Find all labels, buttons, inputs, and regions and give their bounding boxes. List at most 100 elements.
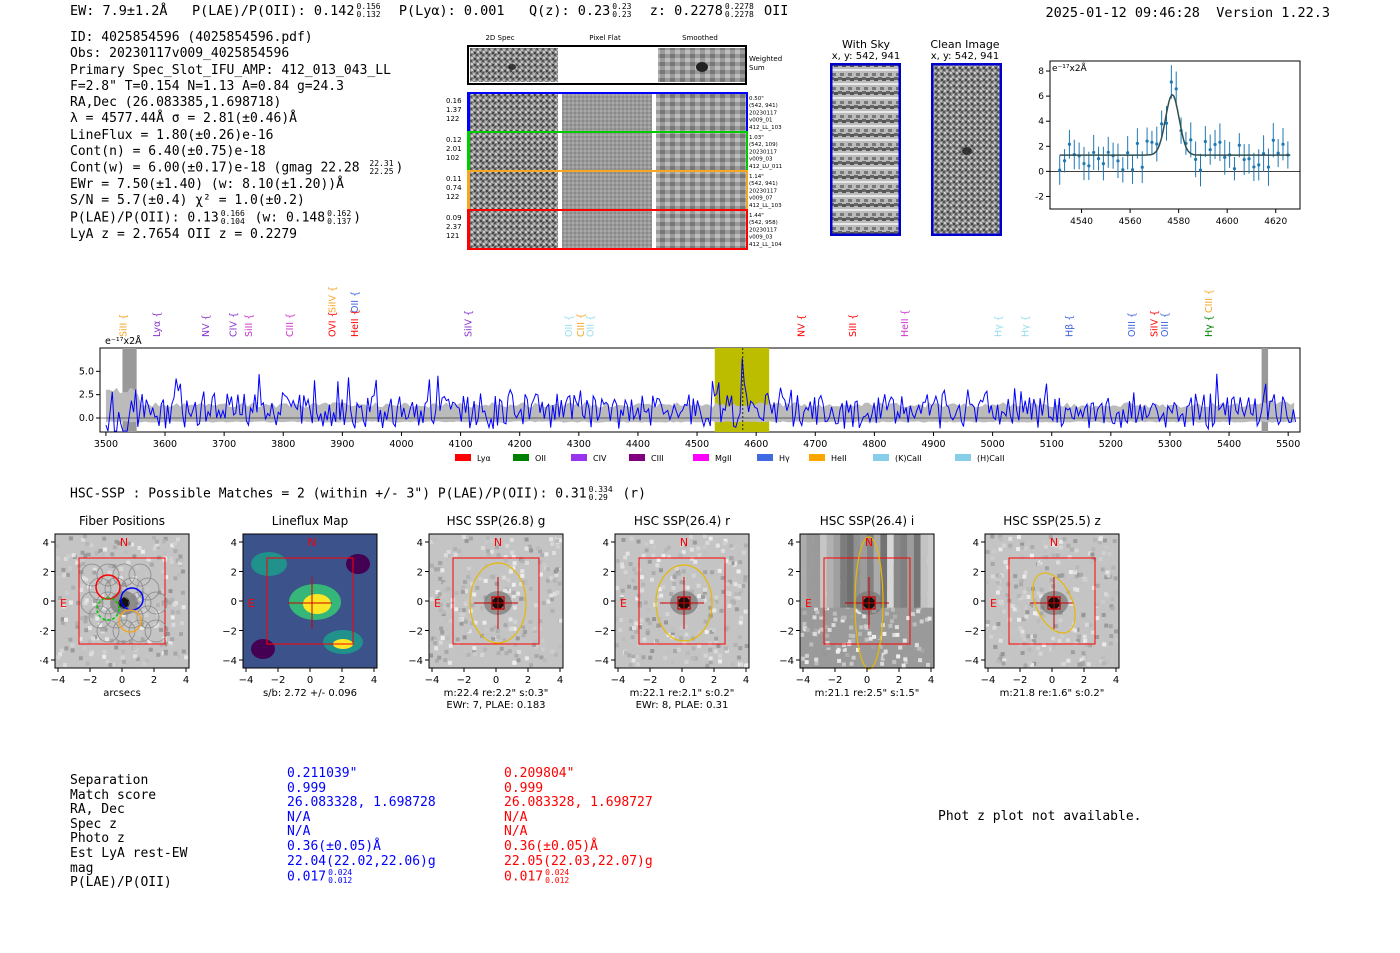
hsc-pixel <box>1101 599 1106 604</box>
hsc-pixel <box>443 553 448 558</box>
hsc-pixel <box>179 632 184 637</box>
hsc-pixel <box>636 662 640 667</box>
hsc-pixel <box>1006 582 1011 587</box>
spec2d-row-meta: 412_LU_011 <box>749 164 782 170</box>
hsc-pixel <box>161 569 166 574</box>
hsc-pixel <box>892 633 897 637</box>
legend-label: OII <box>535 454 546 463</box>
hsc-panel: Fiber Positions N E −4 −2 0 2 4 4 2 0 −2 −4 arcsecs <box>40 514 190 699</box>
hsc-pixel <box>1024 546 1029 551</box>
emission-line-label: SiIV { <box>328 286 339 313</box>
hsc-pixel <box>438 608 443 613</box>
hsc-pixel <box>1103 592 1108 597</box>
fiber-circle <box>80 563 104 587</box>
hsc-x-tick-label: 0 <box>307 675 313 686</box>
fiber-circle <box>96 591 120 615</box>
hsc-pixel <box>885 611 889 616</box>
legend-swatch <box>693 454 709 461</box>
hsc-pixel <box>1113 576 1118 581</box>
hsc-pixel <box>1036 619 1041 623</box>
hsc-pixel <box>727 561 732 566</box>
hsc-pixel <box>62 573 67 578</box>
hsc-pixel <box>1014 584 1018 589</box>
hsc-pixel <box>656 594 661 599</box>
source-ellipse <box>1032 572 1076 634</box>
hsc-pixel <box>176 573 181 578</box>
hsc-pixel <box>825 633 830 638</box>
red-spec-z: N/A <box>504 809 528 825</box>
zoom-data-point <box>1223 155 1227 159</box>
hsc-pixel <box>159 627 164 632</box>
hsc-pixel <box>819 627 824 632</box>
hsc-pixel <box>1024 614 1029 619</box>
hsc-pixel <box>998 547 1003 552</box>
hsc-pixel <box>117 541 122 546</box>
hsc-pixel <box>442 582 447 587</box>
emission-line-label: SiII { <box>118 314 129 337</box>
zoom-data-point <box>1150 140 1154 144</box>
zoom-data-point <box>1208 148 1212 152</box>
source-marker <box>1047 596 1061 610</box>
hsc-pixel <box>674 566 679 571</box>
hsc-pixel <box>495 545 499 550</box>
spectrum-x-tick-label: 4300 <box>567 439 591 450</box>
hsc-pixel <box>644 541 648 546</box>
hsc-pixel <box>455 637 460 642</box>
hsc-pixel <box>842 642 847 647</box>
hsc-pixel <box>116 640 121 645</box>
hsc-pixel <box>1029 662 1034 667</box>
zoom-y-tick-label: 6 <box>1038 92 1044 102</box>
hsc-y-tick-label: −2 <box>40 627 49 638</box>
hsc-pixel <box>1049 587 1054 592</box>
hsc-pixel <box>100 552 105 556</box>
hsc-pixel <box>729 556 734 560</box>
hsc-pixel <box>521 633 526 638</box>
hsc-pixel <box>615 643 620 648</box>
hsc-pixel <box>801 656 806 661</box>
hsc-pixel <box>672 575 677 580</box>
hsc-pixel <box>152 535 157 540</box>
hsc-streak <box>813 534 821 608</box>
hsc-pixel <box>670 576 675 581</box>
spec2d-cutout <box>470 172 558 209</box>
hsc-y-tick-label: −2 <box>222 627 237 638</box>
fiber-circle <box>112 563 136 587</box>
hsc-pixel <box>1067 555 1072 560</box>
hsc-pixel <box>433 641 438 645</box>
spec2d-row-meta: 20230117 <box>749 149 777 155</box>
hsc-pixel <box>831 623 836 628</box>
hsc-pixel <box>483 647 488 652</box>
spec2d-row-meta: v009_01 <box>749 118 773 124</box>
hsc-pixel <box>725 582 730 587</box>
weighted-sum-label2: Sum <box>749 64 765 72</box>
spec2d-row-stat: 1.37 <box>446 106 462 114</box>
emission-line-label: Hγ { <box>993 315 1004 337</box>
spectrum-x-tick-label: 4600 <box>744 439 768 450</box>
hsc-pixel <box>1070 650 1075 655</box>
hsc-x-tick-label: 2 <box>896 675 902 686</box>
hsc-streak <box>806 534 814 608</box>
hsc-pixel <box>126 560 131 565</box>
hsc-pixel <box>631 658 636 663</box>
hsc-pixel <box>429 597 434 602</box>
hsc-pixel <box>691 573 696 578</box>
hsc-pixel <box>824 625 829 630</box>
hsc-pixel <box>1048 535 1053 540</box>
hsc-pixel <box>465 627 470 632</box>
hsc-pixel <box>97 619 102 624</box>
hsc-pixel <box>709 629 714 634</box>
hsc-pixel <box>651 553 656 558</box>
hsc-pixel <box>503 559 508 563</box>
hsc-pixel <box>1044 555 1049 560</box>
plae-w-lo: 0.137 <box>327 216 352 226</box>
hsc-pixel <box>143 561 148 566</box>
hsc-pixel <box>643 600 648 605</box>
hsc-pixel <box>724 627 729 632</box>
hsc-pixel <box>703 570 708 575</box>
hsc-pixel <box>74 535 79 540</box>
hsc-pixel <box>685 651 690 655</box>
hsc-pixel <box>462 635 467 640</box>
cont-w: Cont(w) = 6.00(±0.17)e-18 (gmag 22.28 22… <box>70 160 403 177</box>
blue-photo-z: N/A <box>287 824 311 840</box>
